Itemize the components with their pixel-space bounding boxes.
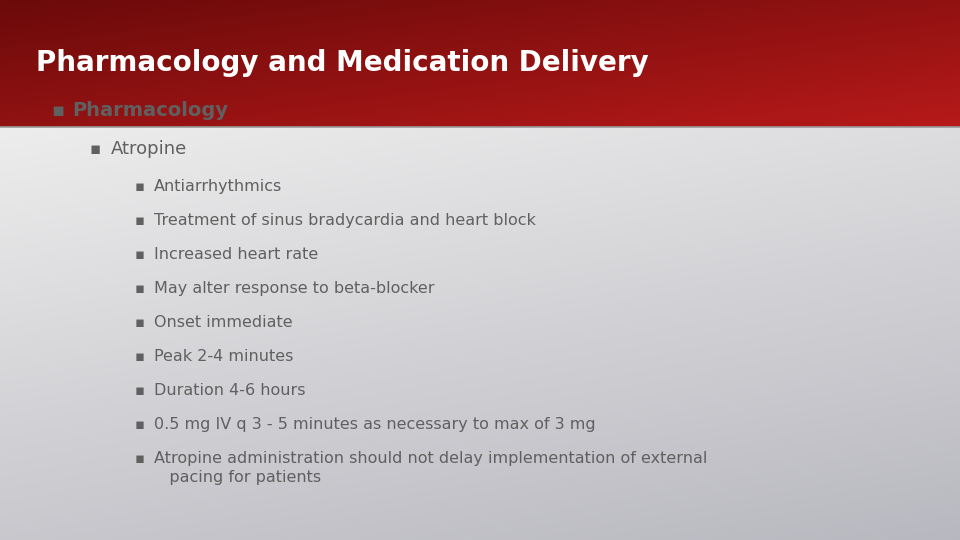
Text: ▪: ▪ xyxy=(134,247,144,262)
Text: Peak 2-4 minutes: Peak 2-4 minutes xyxy=(154,349,293,364)
Text: May alter response to beta-blocker: May alter response to beta-blocker xyxy=(154,281,434,296)
Text: ▪: ▪ xyxy=(134,451,144,467)
Text: ▪: ▪ xyxy=(134,383,144,399)
Text: Increased heart rate: Increased heart rate xyxy=(154,247,318,262)
Text: Pharmacology and Medication Delivery: Pharmacology and Medication Delivery xyxy=(36,50,649,77)
Text: Pharmacology: Pharmacology xyxy=(72,101,228,120)
Text: Onset immediate: Onset immediate xyxy=(154,315,292,330)
Text: ▪: ▪ xyxy=(134,315,144,330)
Text: 0.5 mg IV q 3 - 5 minutes as necessary to max of 3 mg: 0.5 mg IV q 3 - 5 minutes as necessary t… xyxy=(154,417,595,433)
Text: ▪: ▪ xyxy=(134,213,144,228)
Text: Atropine administration should not delay implementation of external
   pacing fo: Atropine administration should not delay… xyxy=(154,451,707,485)
Text: Antiarrhythmics: Antiarrhythmics xyxy=(154,179,282,194)
Text: Treatment of sinus bradycardia and heart block: Treatment of sinus bradycardia and heart… xyxy=(154,213,536,228)
Text: Atropine: Atropine xyxy=(110,139,186,158)
Text: ▪: ▪ xyxy=(134,179,144,194)
Text: ▪: ▪ xyxy=(89,139,101,158)
Text: Duration 4-6 hours: Duration 4-6 hours xyxy=(154,383,305,399)
Text: ▪: ▪ xyxy=(51,101,64,120)
Text: ▪: ▪ xyxy=(134,281,144,296)
Text: ▪: ▪ xyxy=(134,349,144,364)
Text: ▪: ▪ xyxy=(134,417,144,433)
